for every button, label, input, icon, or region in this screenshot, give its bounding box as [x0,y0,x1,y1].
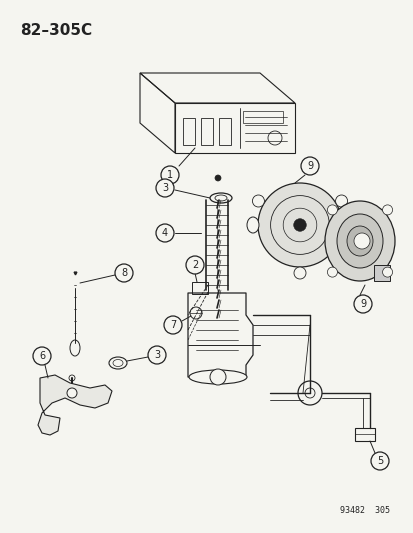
Circle shape [115,264,133,282]
Circle shape [156,179,173,197]
Text: 8: 8 [121,268,127,278]
Circle shape [300,157,318,175]
Ellipse shape [109,357,127,369]
Circle shape [185,256,204,274]
Ellipse shape [336,214,382,268]
Ellipse shape [70,340,80,356]
Text: 3: 3 [161,183,168,193]
Circle shape [382,267,392,277]
Text: 3: 3 [154,350,160,360]
Circle shape [67,388,77,398]
Circle shape [252,195,264,207]
Circle shape [382,205,392,215]
Text: 1: 1 [166,170,173,180]
Circle shape [156,224,173,242]
Circle shape [209,369,225,385]
Circle shape [370,452,388,470]
Text: 2: 2 [191,260,198,270]
Circle shape [335,195,347,207]
Circle shape [33,347,51,365]
Text: 93482  305: 93482 305 [339,506,389,515]
Ellipse shape [209,193,231,203]
Circle shape [353,295,371,313]
Text: 9: 9 [306,161,312,171]
Text: 82–305C: 82–305C [20,23,92,38]
Circle shape [353,233,369,249]
Polygon shape [38,375,112,435]
Ellipse shape [324,201,394,281]
Ellipse shape [247,217,259,233]
Circle shape [214,175,221,181]
Text: 7: 7 [169,320,176,330]
Circle shape [164,316,182,334]
Text: 9: 9 [359,299,365,309]
Ellipse shape [346,226,372,256]
Circle shape [327,205,337,215]
Text: 4: 4 [161,228,168,238]
Circle shape [293,267,305,279]
Circle shape [327,267,337,277]
Circle shape [190,307,202,319]
Polygon shape [373,265,389,281]
Text: 6: 6 [39,351,45,361]
Circle shape [69,375,75,381]
Circle shape [257,183,341,267]
Circle shape [297,381,321,405]
Text: 5: 5 [376,456,382,466]
Ellipse shape [189,370,247,384]
Circle shape [161,166,178,184]
Circle shape [293,219,306,231]
Circle shape [147,346,166,364]
